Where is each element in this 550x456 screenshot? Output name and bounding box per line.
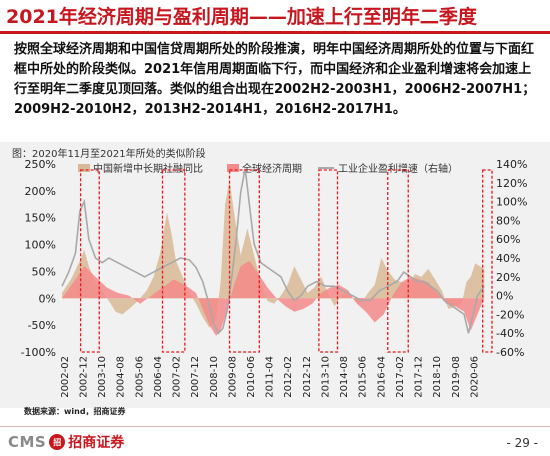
y-left-tick-label: 50%: [32, 265, 56, 278]
y-right-tick-label: 120%: [496, 177, 527, 190]
highlight-box: [482, 169, 493, 353]
y-right-tick-label: 80%: [496, 214, 520, 227]
highlight-box: [79, 169, 100, 353]
x-tick-label: 2017-12: [414, 356, 425, 398]
x-tick-label: 2019-08: [451, 356, 462, 398]
x-tick-label: 2014-08: [339, 356, 350, 398]
x-tick-label: 2005-06: [134, 356, 145, 398]
chart-title: 图：2020年11月至2021年所处的类似阶段: [12, 147, 206, 160]
x-tick-label: 2006-04: [153, 356, 164, 398]
highlight-box: [228, 169, 260, 353]
title-bar: 2021年经济周期与盈利周期——加速上行至明年二季度: [0, 0, 550, 34]
x-tick-label: 2003-10: [97, 356, 108, 398]
legend-label: 工业企业盈利增速（右轴）: [338, 162, 458, 175]
x-tick-label: 2012-12: [302, 356, 313, 398]
highlight-box: [318, 169, 339, 353]
data-source: 数据来源：wind，招商证券: [24, 407, 126, 416]
y-right-tick-label: 140%: [496, 158, 527, 171]
x-tick-label: 2012-02: [283, 356, 294, 398]
series-global-cycle-area: [62, 260, 485, 336]
y-right-tick-label: 0%: [496, 290, 513, 303]
legend-swatch: [227, 164, 239, 172]
y-right-tick-label: 100%: [496, 196, 527, 209]
x-tick-label: 2007-02: [172, 356, 183, 398]
legend-swatch: [78, 164, 90, 172]
series-industrial-profit-line: [61, 168, 485, 335]
x-tick-label: 2008-10: [209, 356, 220, 398]
y-left-tick-label: -100%: [21, 346, 56, 359]
y-right-tick-label: 40%: [496, 252, 520, 265]
title-rule: [0, 31, 550, 34]
x-tick-label: 2002-12: [79, 356, 90, 398]
x-tick-label: 2017-02: [395, 356, 406, 398]
y-right-tick-label: 60%: [496, 233, 520, 246]
y-right-tick-label: -20%: [496, 308, 524, 321]
logo-chinese-text: 招商证券: [68, 435, 125, 451]
legend-label: 中国新增中长期社融同比: [93, 162, 203, 175]
page-title: 2021年经济周期与盈利周期——加速上行至明年二季度: [6, 6, 477, 28]
logo-badge-icon: 招: [49, 434, 66, 450]
y-right-tick-label: -60%: [496, 346, 524, 359]
x-tick-label: 2009-08: [227, 356, 238, 398]
cms-logo: CMS 招 招商证券: [8, 432, 124, 452]
highlight-box: [387, 169, 409, 353]
y-left-tick-label: 250%: [25, 158, 56, 171]
summary-paragraph: 按照全球经济周期和中国信贷周期所处的阶段推演，明年中国经济周期所处的位置与下面红…: [14, 42, 536, 117]
y-left-tick-label: 150%: [25, 212, 56, 225]
y-right-tick-label: -40%: [496, 327, 524, 340]
x-tick-label: 2013-10: [321, 356, 332, 398]
x-tick-label: 2020-06: [469, 356, 480, 398]
x-tick-label: 2010-06: [246, 356, 257, 398]
x-tick-label: 2011-04: [265, 356, 276, 398]
y-left-tick-label: -50%: [28, 319, 56, 332]
y-left-tick-label: 100%: [25, 239, 56, 252]
x-tick-label: 2002-02: [60, 356, 71, 398]
legend-label: 全球经济周期: [242, 162, 302, 175]
y-right-tick-label: 20%: [496, 271, 520, 284]
footer-rule: [0, 426, 550, 427]
chart-container: 图：2020年11月至2021年所处的类似阶段中国新增中长期社融同比 全球经济周期…: [0, 142, 550, 408]
x-tick-label: 2016-04: [376, 356, 387, 398]
x-tick-label: 2007-12: [190, 356, 201, 398]
y-left-tick-label: 200%: [25, 185, 56, 198]
highlight-box: [161, 169, 186, 353]
x-tick-label: 2004-08: [116, 356, 127, 398]
page-number: - 29 -: [506, 436, 538, 450]
logo-text: CMS: [8, 433, 47, 451]
x-tick-label: 2018-10: [432, 356, 443, 398]
x-tick-label: 2015-06: [358, 356, 369, 398]
y-left-tick-label: 0%: [39, 292, 56, 305]
